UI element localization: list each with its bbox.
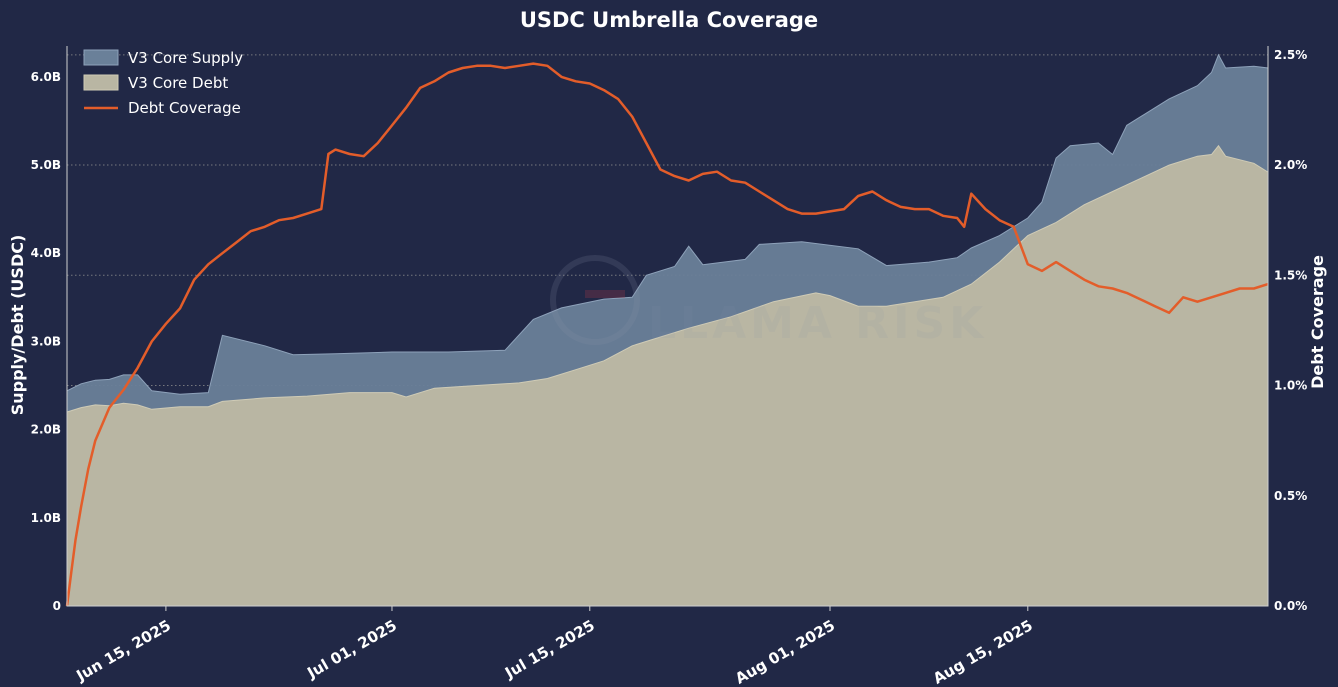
line-series [65, 62, 1269, 607]
chart-title: USDC Umbrella Coverage [520, 8, 818, 32]
area-series [66, 53, 1269, 607]
y2-tick-label: 2.0% [1274, 158, 1307, 172]
legend-label: V3 Core Supply [128, 49, 243, 67]
y2-tick-label: 1.0% [1274, 379, 1307, 393]
y-tick-label: 3.0B [31, 334, 61, 348]
legend-item-debt-coverage: Debt Coverage [84, 99, 241, 117]
line-debt-coverage [65, 62, 1269, 607]
watermark-logo: LLAMA RISK [550, 255, 987, 349]
watermark-text: LLAMA RISK [648, 298, 987, 349]
y-tick-label: 1.0B [31, 511, 61, 525]
y-axis-ticks: 0 1.0B 2.0B 3.0B 4.0B 5.0B 6.0B [31, 70, 61, 613]
y2-tick-label: 1.5% [1274, 268, 1307, 282]
y-tick-label: 5.0B [31, 158, 61, 172]
y-tick-label: 2.0B [31, 423, 61, 437]
y-axis-label: Supply/Debt (USDC) [8, 235, 27, 416]
legend-swatch [83, 74, 119, 91]
y-tick-label: 0 [53, 599, 61, 613]
y2-axis-label: Debt Coverage [1308, 255, 1327, 389]
y2-tick-label: 0.5% [1274, 489, 1307, 503]
legend-item-v3-core-debt: V3 Core Debt [83, 74, 228, 92]
y2-axis-ticks: 0.0% 0.5% 1.0% 1.5% 2.0% 2.5% [1274, 48, 1307, 613]
legend: V3 Core Supply V3 Core Debt Debt Coverage [83, 49, 243, 117]
y-tick-label: 4.0B [31, 246, 61, 260]
legend-label: Debt Coverage [128, 99, 241, 117]
legend-item-v3-core-supply: V3 Core Supply [83, 49, 243, 67]
y2-tick-label: 0.0% [1274, 599, 1307, 613]
y2-tick-label: 2.5% [1274, 48, 1307, 62]
area-v3-core-debt [66, 144, 1269, 607]
legend-swatch [83, 49, 119, 66]
y-tick-label: 6.0B [31, 70, 61, 84]
legend-label: V3 Core Debt [128, 74, 228, 92]
